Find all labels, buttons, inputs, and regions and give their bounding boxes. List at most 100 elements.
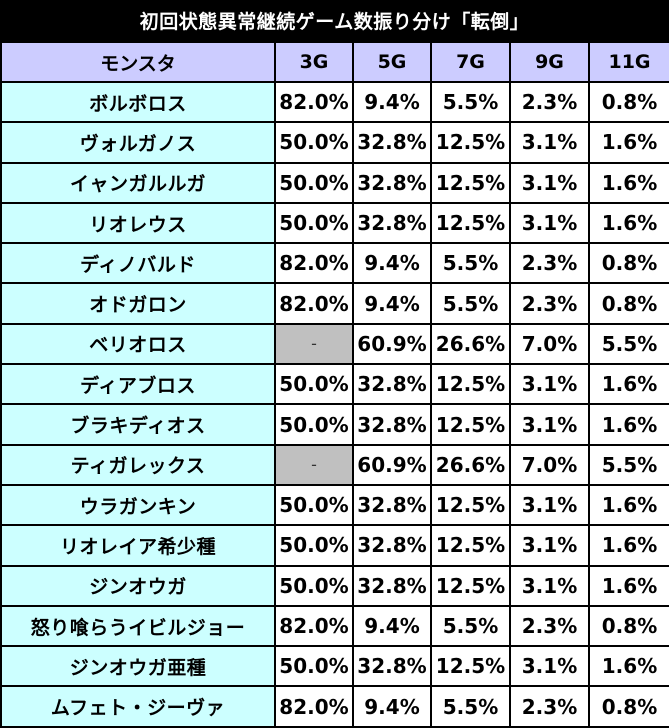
table-row: リオレウス 50.0% 32.8% 12.5% 3.1% 1.6% — [0, 201, 669, 245]
monster-name-cell: ディノバルド — [0, 242, 276, 285]
table-row: ブラキディオス 50.0% 32.8% 12.5% 3.1% 1.6% — [0, 403, 669, 446]
table-row: ジンオウガ 50.0% 32.8% 12.5% 3.1% 1.6% — [0, 564, 669, 607]
percentage-cell: 26.6% — [430, 443, 511, 486]
percentage-cell: 82.0% — [274, 685, 354, 728]
percentage-cell: 1.6% — [588, 524, 669, 567]
percentage-cell: 1.6% — [588, 121, 669, 164]
percentage-cell: 12.5% — [430, 524, 511, 567]
table-row: ディノバルド 82.0% 9.4% 5.5% 2.3% 0.8% — [0, 242, 669, 285]
percentage-cell: 9.4% — [352, 242, 432, 285]
monster-name-cell: リオレイア希少種 — [0, 524, 276, 567]
percentage-cell: 12.5% — [430, 121, 511, 164]
percentage-cell: 7.0% — [509, 443, 590, 486]
monster-name-cell: ウラガンキン — [0, 483, 276, 527]
percentage-cell: 3.1% — [509, 161, 590, 204]
monster-name-cell: ディアブロス — [0, 363, 276, 406]
percentage-cell: 0.8% — [588, 282, 669, 325]
percentage-cell: 3.1% — [509, 201, 590, 245]
percentage-cell: 1.6% — [588, 564, 669, 607]
percentage-cell: 12.5% — [430, 645, 511, 688]
monster-name-cell: ティガレックス — [0, 443, 276, 486]
percentage-cell: 50.0% — [274, 121, 354, 164]
percentage-cell: 1.6% — [588, 161, 669, 204]
percentage-cell: 9.4% — [352, 80, 432, 124]
monster-name-cell: 怒り喰らうイビルジョー — [0, 604, 276, 648]
percentage-cell: - — [274, 443, 354, 486]
percentage-cell: 2.3% — [509, 242, 590, 285]
percentage-cell: 5.5% — [588, 443, 669, 486]
table-row: ヴォルガノス 50.0% 32.8% 12.5% 3.1% 1.6% — [0, 121, 669, 164]
table-row: ムフェト・ジーヴァ 82.0% 9.4% 5.5% 2.3% 0.8% — [0, 685, 669, 728]
percentage-cell: 26.6% — [430, 322, 511, 366]
percentage-cell: 32.8% — [352, 121, 432, 164]
table-row: ベリオロス -60.9% 26.6% 7.0% 5.5% — [0, 322, 669, 366]
percentage-cell: 2.3% — [509, 80, 590, 124]
percentage-cell: 5.5% — [430, 80, 511, 124]
percentage-cell: 5.5% — [430, 604, 511, 648]
percentage-cell: 50.0% — [274, 161, 354, 204]
percentage-cell: 0.8% — [588, 242, 669, 285]
table-row: ティガレックス -60.9% 26.6% 7.0% 5.5% — [0, 443, 669, 486]
percentage-cell: 60.9% — [352, 322, 432, 366]
percentage-cell: 3.1% — [509, 363, 590, 406]
percentage-cell: 3.1% — [509, 524, 590, 567]
percentage-cell: 0.8% — [588, 604, 669, 648]
percentage-cell: 50.0% — [274, 483, 354, 527]
monster-name-cell: ブラキディオス — [0, 403, 276, 446]
distribution-table: モンスタ 3G 5G 7G 9G 11G ボルボロス 82.0% 9.4% 5.5% 2… — [0, 41, 669, 728]
table-row: ジンオウガ亜種 50.0% 32.8% 12.5% 3.1% 1.6% — [0, 645, 669, 688]
monster-name-cell: リオレウス — [0, 201, 276, 245]
percentage-cell: 32.8% — [352, 161, 432, 204]
percentage-cell: 82.0% — [274, 80, 354, 124]
percentage-cell: 82.0% — [274, 282, 354, 325]
percentage-cell: 32.8% — [352, 564, 432, 607]
percentage-cell: 12.5% — [430, 564, 511, 607]
percentage-cell: 82.0% — [274, 604, 354, 648]
percentage-cell: 32.8% — [352, 483, 432, 527]
percentage-cell: 9.4% — [352, 685, 432, 728]
monster-name-cell: ジンオウガ — [0, 564, 276, 607]
monster-name-cell: ボルボロス — [0, 80, 276, 124]
percentage-cell: 0.8% — [588, 685, 669, 728]
percentage-cell: 82.0% — [274, 242, 354, 285]
table-row: ウラガンキン 50.0% 32.8% 12.5% 3.1% 1.6% — [0, 483, 669, 527]
percentage-cell: 32.8% — [352, 201, 432, 245]
percentage-cell: 1.6% — [588, 363, 669, 406]
percentage-cell: 50.0% — [274, 524, 354, 567]
column-header-monster: モンスタ — [0, 41, 276, 83]
table-row: リオレイア希少種 50.0% 32.8% 12.5% 3.1% 1.6% — [0, 524, 669, 567]
column-header-11g: 11G — [588, 41, 669, 83]
percentage-cell: 3.1% — [509, 564, 590, 607]
column-header-5g: 5G — [352, 41, 432, 83]
table-row: オドガロン 82.0% 9.4% 5.5% 2.3% 0.8% — [0, 282, 669, 325]
percentage-cell: 50.0% — [274, 564, 354, 607]
monster-name-cell: ムフェト・ジーヴァ — [0, 685, 276, 728]
percentage-cell: 32.8% — [352, 645, 432, 688]
percentage-cell: 1.6% — [588, 201, 669, 245]
table-row: ディアブロス 50.0% 32.8% 12.5% 3.1% 1.6% — [0, 363, 669, 406]
percentage-cell: 5.5% — [430, 242, 511, 285]
monster-name-cell: ベリオロス — [0, 322, 276, 366]
column-header-3g: 3G — [274, 41, 354, 83]
percentage-cell: 3.1% — [509, 645, 590, 688]
percentage-cell: 3.1% — [509, 403, 590, 446]
percentage-cell: 7.0% — [509, 322, 590, 366]
percentage-cell: 32.8% — [352, 363, 432, 406]
column-header-9g: 9G — [509, 41, 590, 83]
header-row: モンスタ 3G 5G 7G 9G 11G — [0, 41, 669, 83]
percentage-cell: 60.9% — [352, 443, 432, 486]
percentage-cell: 1.6% — [588, 483, 669, 527]
monster-name-cell: ヴォルガノス — [0, 121, 276, 164]
percentage-cell: 12.5% — [430, 483, 511, 527]
percentage-cell: 50.0% — [274, 201, 354, 245]
percentage-cell: 5.5% — [588, 322, 669, 366]
monster-name-cell: イャンガルルガ — [0, 161, 276, 204]
percentage-cell: 2.3% — [509, 282, 590, 325]
percentage-cell: - — [274, 322, 354, 366]
percentage-cell: 50.0% — [274, 363, 354, 406]
percentage-cell: 3.1% — [509, 121, 590, 164]
percentage-cell: 50.0% — [274, 645, 354, 688]
percentage-cell: 3.1% — [509, 483, 590, 527]
monster-name-cell: ジンオウガ亜種 — [0, 645, 276, 688]
percentage-cell: 32.8% — [352, 403, 432, 446]
